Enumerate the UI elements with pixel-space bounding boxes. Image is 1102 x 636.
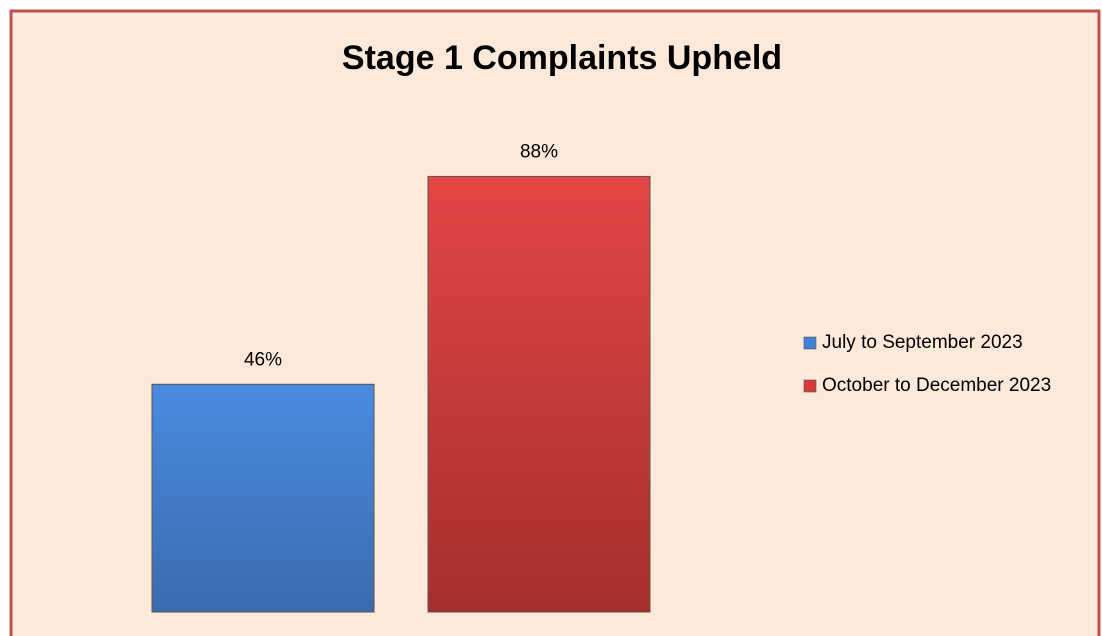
legend-swatch [803, 379, 817, 393]
bar [151, 383, 375, 613]
bar [427, 175, 651, 613]
legend-swatch [803, 336, 817, 350]
legend-label: July to September 2023 [822, 332, 1023, 353]
data-label: 46% [244, 349, 282, 370]
data-label: 88% [520, 141, 558, 162]
chart-title: Stage 1 Complaints Upheld [342, 39, 782, 77]
legend-label: October to December 2023 [822, 375, 1051, 396]
